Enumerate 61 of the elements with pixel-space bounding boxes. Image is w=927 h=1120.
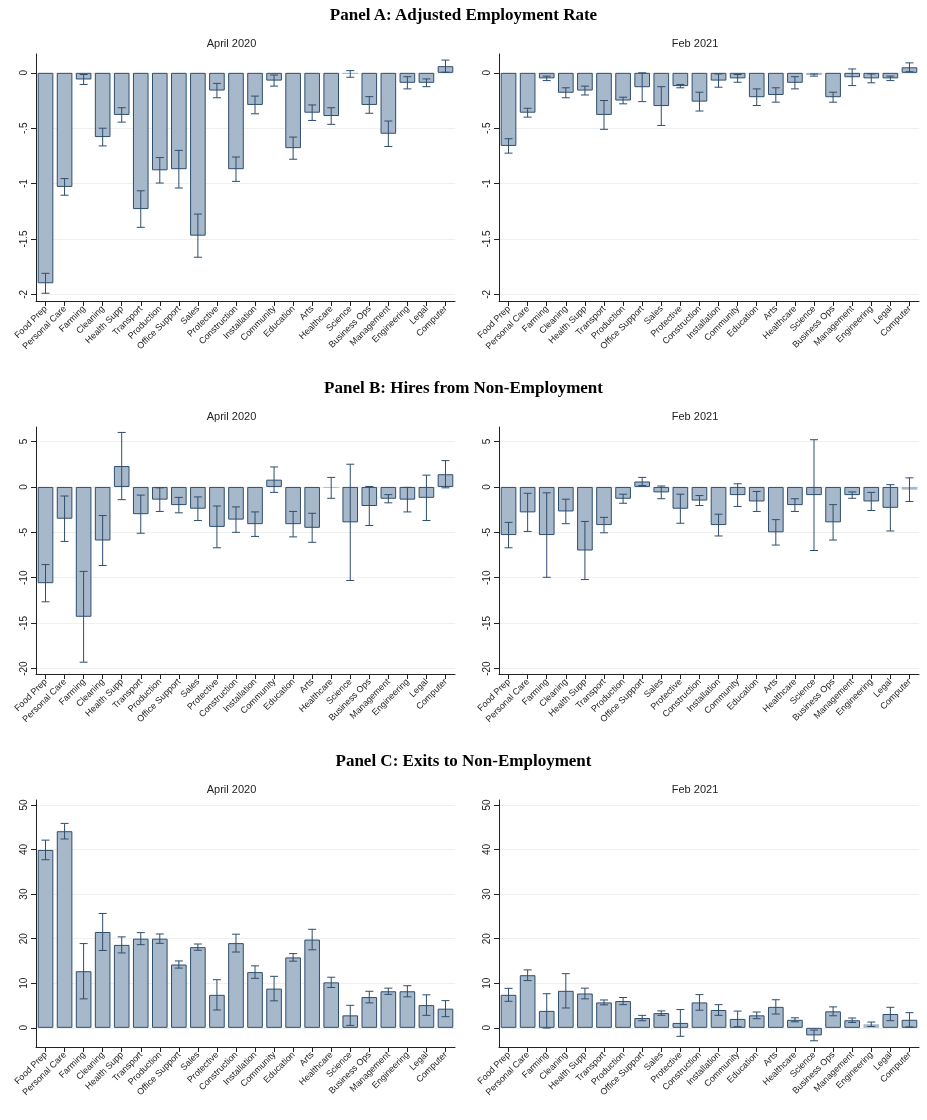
bar xyxy=(285,957,301,1028)
y-tick-label: -15 xyxy=(17,615,29,631)
text: Panel B: Hires from Non-Employment xyxy=(323,377,604,399)
y-tick-label: -5 xyxy=(17,527,29,537)
bar xyxy=(615,1001,631,1028)
y-tick-label: -.5 xyxy=(17,121,29,135)
y-tick-label: 40 xyxy=(17,843,29,856)
y-tick-label: 10 xyxy=(480,977,492,989)
y-tick-label: 0 xyxy=(17,69,29,76)
chart-title: April 2020 xyxy=(206,36,257,49)
bar xyxy=(380,991,397,1028)
y-tick-label: -.5 xyxy=(480,121,492,135)
y-tick-label: -10 xyxy=(480,570,492,585)
bar xyxy=(151,938,168,1028)
y-tick-label: -1.5 xyxy=(480,229,492,248)
y-tick-label: 10 xyxy=(17,977,29,989)
y-tick-label: 20 xyxy=(480,932,492,945)
y-tick-label: -5 xyxy=(480,527,492,537)
y-tick-label: 0 xyxy=(480,483,492,490)
y-tick-label: 50 xyxy=(480,798,492,811)
bar xyxy=(380,486,397,499)
y-tick-label: 5 xyxy=(480,438,492,445)
text: Panel C: Exits to Non-Employment xyxy=(334,750,593,772)
y-tick-label: -1 xyxy=(17,178,29,189)
y-tick-label: -1.5 xyxy=(17,229,29,248)
bar xyxy=(710,1009,727,1028)
bar xyxy=(634,1018,651,1028)
chart-title: Feb 2021 xyxy=(671,782,719,795)
bar xyxy=(596,1002,612,1028)
chart-title: Feb 2021 xyxy=(671,409,719,422)
chart-title: April 2020 xyxy=(206,782,257,795)
y-tick-label: 30 xyxy=(480,888,492,900)
bar xyxy=(748,1015,765,1028)
y-tick-label: 40 xyxy=(480,843,492,856)
chart-title: April 2020 xyxy=(206,409,257,422)
y-tick-label: 0 xyxy=(17,1024,29,1031)
y-tick-label: 0 xyxy=(17,483,29,490)
y-tick-label: -1 xyxy=(480,178,492,189)
chart-title: Feb 2021 xyxy=(671,36,719,49)
bar xyxy=(190,947,206,1028)
y-tick-label: 0 xyxy=(480,1024,492,1031)
text: Panel A: Adjusted Employment Rate xyxy=(328,4,599,26)
bar xyxy=(323,982,340,1028)
bar xyxy=(171,964,187,1028)
y-tick-label: -2 xyxy=(17,289,29,299)
bar xyxy=(577,993,593,1028)
bar xyxy=(844,1020,861,1028)
y-tick-label: 0 xyxy=(480,69,492,76)
bar xyxy=(519,975,536,1028)
y-tick-label: 20 xyxy=(17,932,29,945)
bar xyxy=(653,1013,670,1028)
bar xyxy=(825,1011,841,1028)
y-tick-label: -15 xyxy=(480,615,492,631)
y-tick-label: -20 xyxy=(17,660,29,676)
y-tick-label: 5 xyxy=(17,438,29,445)
y-tick-label: -2 xyxy=(480,289,492,299)
y-tick-label: -20 xyxy=(480,660,492,676)
bar xyxy=(787,1019,803,1028)
y-tick-label: 50 xyxy=(17,798,29,811)
y-tick-label: 30 xyxy=(17,888,29,900)
y-tick-label: -10 xyxy=(17,570,29,585)
